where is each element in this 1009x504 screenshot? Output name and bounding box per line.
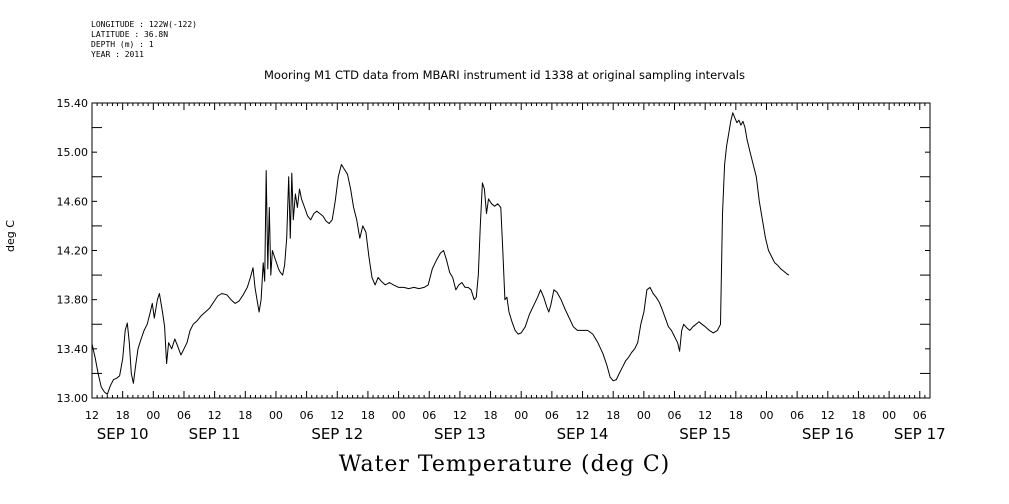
metadata-longitude: LONGITUDE : 122W(-122) — [91, 20, 197, 29]
x-day-label: SEP 11 — [189, 425, 241, 443]
x-tick-label: 18 — [238, 409, 252, 422]
y-tick-label: 13.80 — [57, 294, 89, 307]
y-tick-label: 14.20 — [57, 245, 89, 258]
y-tick-label: 14.60 — [57, 195, 89, 208]
y-tick-label: 15.40 — [57, 97, 89, 110]
x-tick-label: 12 — [821, 409, 835, 422]
x-tick-label: 00 — [514, 409, 528, 422]
x-tick-label: 06 — [545, 409, 559, 422]
x-day-label: SEP 10 — [97, 425, 149, 443]
y-tick-label: 13.00 — [57, 392, 89, 405]
metadata-year: YEAR : 2011 — [91, 50, 144, 59]
x-tick-label: 12 — [576, 409, 590, 422]
x-tick-label: 06 — [177, 409, 191, 422]
x-day-label: SEP 15 — [679, 425, 731, 443]
y-tick-label: 13.40 — [57, 343, 89, 356]
y-tick-label: 15.00 — [57, 146, 89, 159]
x-tick-label: 18 — [606, 409, 620, 422]
x-day-label: SEP 14 — [557, 425, 609, 443]
x-tick-label: 18 — [361, 409, 375, 422]
plot-frame — [91, 102, 931, 399]
x-tick-label: 00 — [637, 409, 651, 422]
x-tick-label: 00 — [269, 409, 283, 422]
metadata-depth: DEPTH (m) : 1 — [91, 40, 154, 49]
x-tick-label: 18 — [729, 409, 743, 422]
x-tick-label: 00 — [759, 409, 773, 422]
x-tick-label: 18 — [116, 409, 130, 422]
x-day-label: SEP 12 — [311, 425, 363, 443]
x-tick-label: 00 — [392, 409, 406, 422]
x-tick-label: 12 — [330, 409, 344, 422]
x-tick-label: 18 — [851, 409, 865, 422]
x-tick-label: 06 — [913, 409, 927, 422]
metadata-block: LONGITUDE : 122W(-122) LATITUDE : 36.8N … — [91, 20, 197, 60]
metadata-latitude: LATITUDE : 36.8N — [91, 30, 169, 39]
x-day-label: SEP 13 — [434, 425, 486, 443]
water-temperature-line — [91, 112, 790, 395]
x-tick-label: 06 — [668, 409, 682, 422]
x-axis-label: Water Temperature (deg C) — [338, 452, 671, 477]
x-day-label: SEP 16 — [802, 425, 854, 443]
x-day-label: SEP 17 — [894, 425, 946, 443]
x-tick-label: 00 — [146, 409, 160, 422]
x-tick-label: 12 — [208, 409, 222, 422]
x-tick-label: 18 — [484, 409, 498, 422]
x-tick-label: 12 — [85, 409, 99, 422]
x-tick-label: 00 — [882, 409, 896, 422]
chart-title: Mooring M1 CTD data from MBARI instrumen… — [264, 68, 745, 82]
x-tick-label: 06 — [790, 409, 804, 422]
x-tick-label: 12 — [453, 409, 467, 422]
x-tick-label: 06 — [422, 409, 436, 422]
x-tick-label: 06 — [300, 409, 314, 422]
x-tick-label: 12 — [698, 409, 712, 422]
